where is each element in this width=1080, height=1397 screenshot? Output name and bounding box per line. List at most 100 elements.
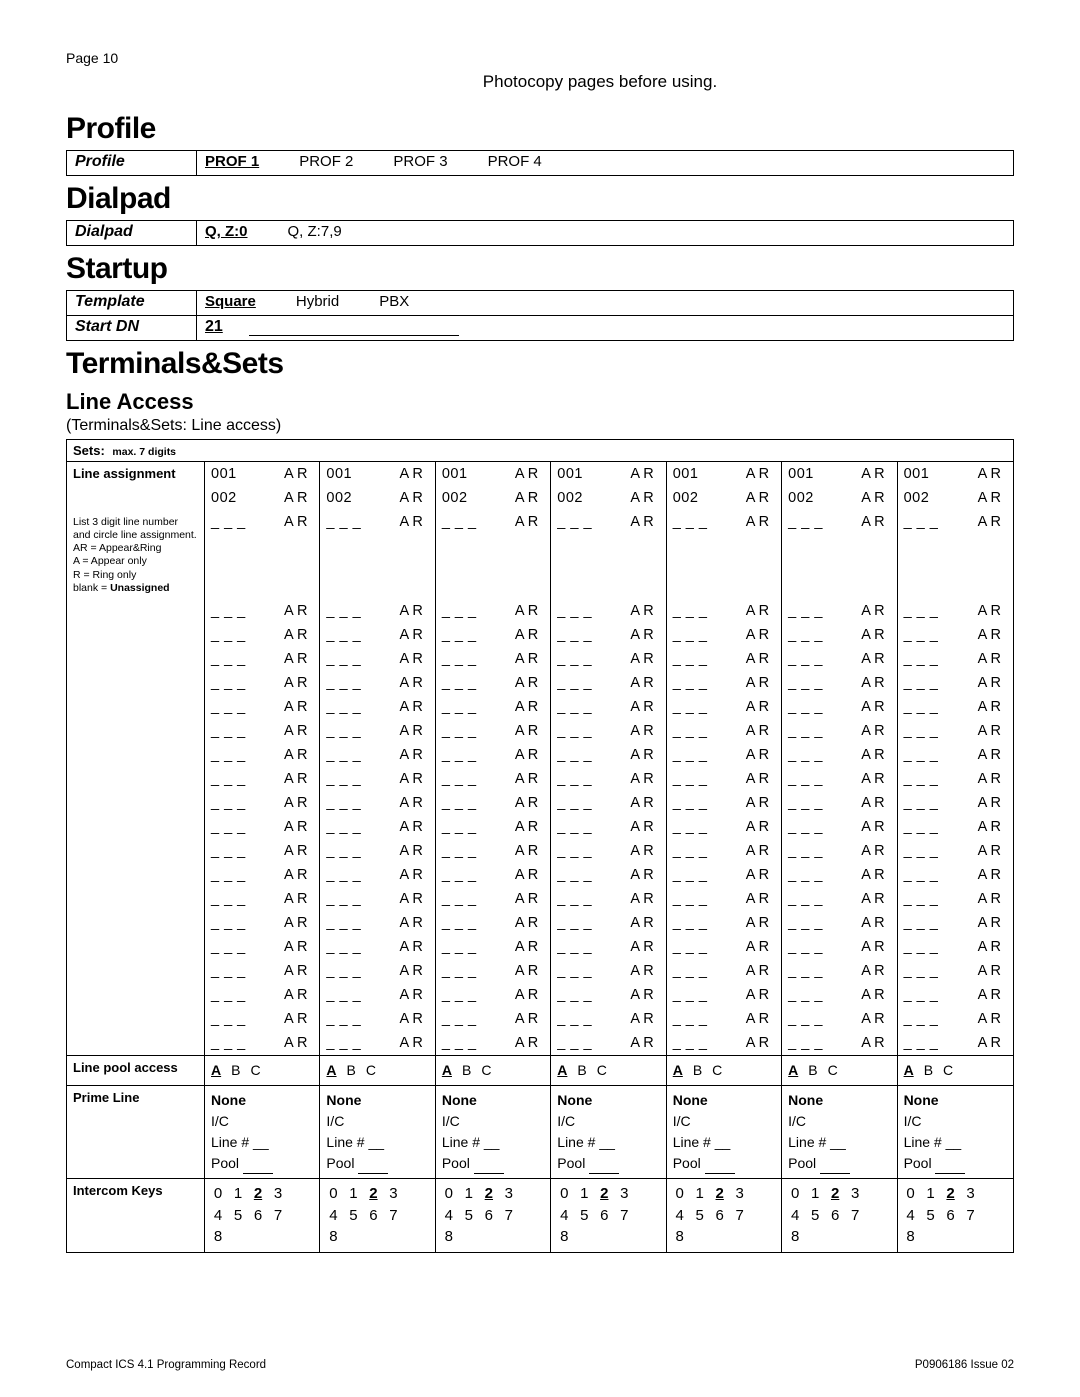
line-cell[interactable]: _ _ _A R <box>436 959 551 983</box>
intercom-cell[interactable]: 012345678 <box>551 1178 666 1252</box>
line-cell[interactable]: _ _ _A R <box>667 510 782 599</box>
line-cell[interactable]: _ _ _A R <box>782 815 897 839</box>
line-cell[interactable]: _ _ _A R <box>551 1031 666 1055</box>
line-pool-cell[interactable]: ABC <box>667 1055 782 1085</box>
line-cell[interactable]: _ _ _A R <box>436 671 551 695</box>
line-cell[interactable]: _ _ _A R <box>782 767 897 791</box>
line-cell[interactable]: _ _ _A R <box>667 815 782 839</box>
line-cell[interactable]: _ _ _A R <box>320 510 435 599</box>
line-cell[interactable]: _ _ _A R <box>436 647 551 671</box>
line-cell[interactable]: _ _ _A R <box>320 647 435 671</box>
option[interactable]: Q, Z:0 <box>205 223 248 240</box>
line-cell[interactable]: _ _ _A R <box>551 839 666 863</box>
line-cell[interactable]: 001A R <box>320 462 435 486</box>
line-cell[interactable]: 001A R <box>667 462 782 486</box>
line-cell[interactable]: _ _ _A R <box>898 599 1013 623</box>
line-cell[interactable]: _ _ _A R <box>436 719 551 743</box>
line-cell[interactable]: _ _ _A R <box>551 743 666 767</box>
line-cell[interactable]: _ _ _A R <box>898 767 1013 791</box>
line-cell[interactable]: _ _ _A R <box>205 983 320 1007</box>
line-cell[interactable]: _ _ _A R <box>205 743 320 767</box>
line-cell[interactable]: _ _ _A R <box>898 863 1013 887</box>
line-cell[interactable]: _ _ _A R <box>898 887 1013 911</box>
line-cell[interactable]: _ _ _A R <box>782 959 897 983</box>
line-cell[interactable]: _ _ _A R <box>667 839 782 863</box>
line-cell[interactable]: _ _ _A R <box>551 671 666 695</box>
line-cell[interactable]: _ _ _A R <box>782 695 897 719</box>
option[interactable]: PROF 3 <box>393 153 447 170</box>
line-cell[interactable]: _ _ _A R <box>436 510 551 599</box>
line-cell[interactable]: _ _ _A R <box>898 911 1013 935</box>
line-cell[interactable]: _ _ _A R <box>667 743 782 767</box>
intercom-cell[interactable]: 012345678 <box>205 1178 320 1252</box>
prime-line-cell[interactable]: NoneI/CLine # __Pool <box>436 1085 551 1178</box>
line-cell[interactable]: _ _ _A R <box>205 510 320 599</box>
line-cell[interactable]: _ _ _A R <box>782 623 897 647</box>
line-cell[interactable]: _ _ _A R <box>782 671 897 695</box>
line-cell[interactable]: _ _ _A R <box>436 791 551 815</box>
line-cell[interactable]: _ _ _A R <box>782 983 897 1007</box>
line-cell[interactable]: _ _ _A R <box>320 815 435 839</box>
line-cell[interactable]: _ _ _A R <box>782 863 897 887</box>
line-cell[interactable]: _ _ _A R <box>667 671 782 695</box>
line-cell[interactable]: _ _ _A R <box>551 719 666 743</box>
option[interactable]: PROF 1 <box>205 153 259 170</box>
prime-line-cell[interactable]: NoneI/CLine # __Pool <box>667 1085 782 1178</box>
prime-line-cell[interactable]: NoneI/CLine # __Pool <box>782 1085 897 1178</box>
line-cell[interactable]: _ _ _A R <box>667 887 782 911</box>
line-cell[interactable]: _ _ _A R <box>898 647 1013 671</box>
line-cell[interactable]: _ _ _A R <box>436 839 551 863</box>
option[interactable]: Square <box>205 293 256 310</box>
line-cell[interactable]: _ _ _A R <box>667 959 782 983</box>
line-cell[interactable]: _ _ _A R <box>551 911 666 935</box>
prime-line-cell[interactable]: NoneI/CLine # __Pool <box>898 1085 1013 1178</box>
line-cell[interactable]: 002A R <box>436 486 551 510</box>
line-pool-cell[interactable]: ABC <box>205 1055 320 1085</box>
line-cell[interactable]: _ _ _A R <box>320 863 435 887</box>
line-cell[interactable]: _ _ _A R <box>667 935 782 959</box>
line-cell[interactable]: _ _ _A R <box>551 791 666 815</box>
line-cell[interactable]: _ _ _A R <box>782 599 897 623</box>
line-cell[interactable]: _ _ _A R <box>667 647 782 671</box>
line-cell[interactable]: _ _ _A R <box>782 887 897 911</box>
line-cell[interactable]: _ _ _A R <box>898 510 1013 599</box>
line-pool-cell[interactable]: ABC <box>551 1055 666 1085</box>
line-cell[interactable]: _ _ _A R <box>436 623 551 647</box>
line-cell[interactable]: _ _ _A R <box>667 983 782 1007</box>
line-cell[interactable]: _ _ _A R <box>898 695 1013 719</box>
line-cell[interactable]: _ _ _A R <box>667 1031 782 1055</box>
line-cell[interactable]: _ _ _A R <box>205 935 320 959</box>
line-cell[interactable]: _ _ _A R <box>667 767 782 791</box>
line-cell[interactable]: _ _ _A R <box>782 1031 897 1055</box>
line-cell[interactable]: _ _ _A R <box>320 671 435 695</box>
line-cell[interactable]: _ _ _A R <box>551 599 666 623</box>
line-pool-cell[interactable]: ABC <box>320 1055 435 1085</box>
line-cell[interactable]: _ _ _A R <box>436 911 551 935</box>
option[interactable]: PROF 2 <box>299 153 353 170</box>
line-pool-cell[interactable]: ABC <box>782 1055 897 1085</box>
line-cell[interactable]: _ _ _A R <box>898 1007 1013 1031</box>
line-cell[interactable]: _ _ _A R <box>551 887 666 911</box>
line-cell[interactable]: _ _ _A R <box>320 719 435 743</box>
line-cell[interactable]: _ _ _A R <box>667 599 782 623</box>
line-cell[interactable]: _ _ _A R <box>205 863 320 887</box>
line-cell[interactable]: _ _ _A R <box>320 623 435 647</box>
line-cell[interactable]: 001A R <box>898 462 1013 486</box>
line-cell[interactable]: _ _ _A R <box>898 839 1013 863</box>
intercom-cell[interactable]: 012345678 <box>667 1178 782 1252</box>
line-cell[interactable]: _ _ _A R <box>551 695 666 719</box>
line-cell[interactable]: _ _ _A R <box>205 887 320 911</box>
startdn-blank-line[interactable] <box>249 318 459 336</box>
line-cell[interactable]: _ _ _A R <box>782 743 897 767</box>
line-cell[interactable]: _ _ _A R <box>320 887 435 911</box>
line-cell[interactable]: _ _ _A R <box>782 911 897 935</box>
intercom-cell[interactable]: 012345678 <box>320 1178 435 1252</box>
line-cell[interactable]: 002A R <box>898 486 1013 510</box>
line-cell[interactable]: _ _ _A R <box>551 767 666 791</box>
line-cell[interactable]: _ _ _A R <box>667 623 782 647</box>
line-cell[interactable]: _ _ _A R <box>320 959 435 983</box>
line-cell[interactable]: _ _ _A R <box>205 911 320 935</box>
line-cell[interactable]: _ _ _A R <box>551 959 666 983</box>
line-cell[interactable]: _ _ _A R <box>551 647 666 671</box>
line-cell[interactable]: _ _ _A R <box>436 1031 551 1055</box>
